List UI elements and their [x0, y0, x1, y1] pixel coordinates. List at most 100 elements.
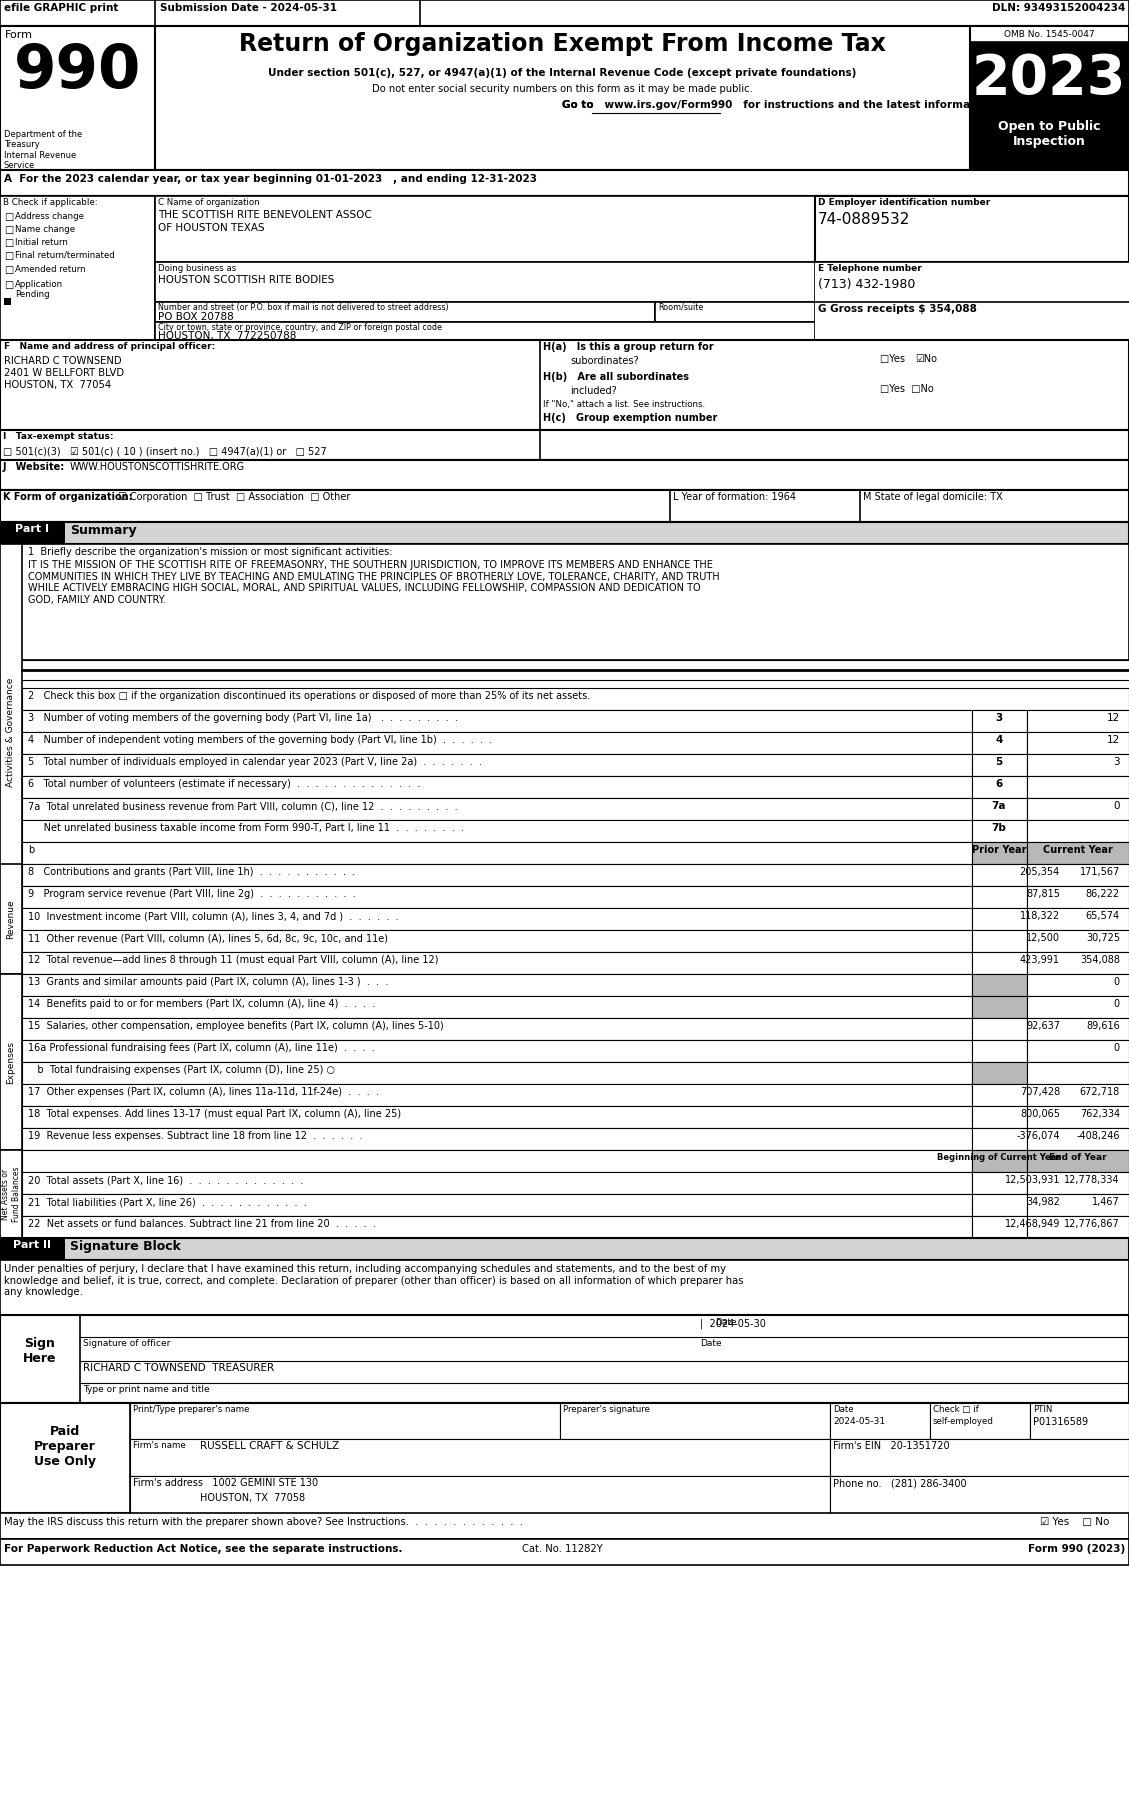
Text: 34,982: 34,982 [1026, 1197, 1060, 1208]
Bar [21, 1019, 972, 1040]
Text: Name change: Name change [15, 226, 76, 235]
Text: Initial return: Initial return [15, 238, 68, 247]
Text: Form: Form [5, 29, 33, 40]
Bar [21, 997, 972, 1019]
Bar [815, 196, 1129, 262]
Text: Under penalties of perjury, I declare that I have examined this return, includin: Under penalties of perjury, I declare th… [5, 1264, 744, 1297]
Bar [0, 196, 155, 340]
Bar [1027, 997, 1129, 1019]
Text: HOUSTON, TX  77058: HOUSTON, TX 77058 [200, 1493, 305, 1502]
Text: Cat. No. 11282Y: Cat. No. 11282Y [522, 1544, 603, 1553]
Bar [830, 1402, 930, 1439]
Bar [21, 842, 972, 864]
Bar [0, 1513, 1129, 1539]
Text: b  Total fundraising expenses (Part IX, column (D), line 25) ○: b Total fundraising expenses (Part IX, c… [28, 1064, 335, 1075]
Text: Current Year: Current Year [1043, 846, 1113, 855]
Text: 0: 0 [1114, 977, 1120, 988]
Bar [0, 429, 1129, 460]
Text: Prior Year: Prior Year [972, 846, 1026, 855]
Bar [21, 1128, 972, 1150]
Text: RUSSELL CRAFT & SCHULZ: RUSSELL CRAFT & SCHULZ [200, 1441, 339, 1452]
Text: 65,574: 65,574 [1086, 911, 1120, 920]
Text: Final return/terminated: Final return/terminated [15, 251, 115, 260]
Text: Expenses: Expenses [7, 1040, 16, 1084]
Bar [130, 1439, 830, 1475]
Text: Department of the
Treasury
Internal Revenue
Service: Department of the Treasury Internal Reve… [5, 129, 82, 171]
Text: 7a: 7a [991, 800, 1006, 811]
Bar [930, 1402, 1030, 1439]
Bar [21, 688, 1129, 709]
Text: Go to: Go to [562, 100, 597, 109]
Text: G Gross receipts $ 354,088: G Gross receipts $ 354,088 [819, 304, 977, 315]
Bar [972, 799, 1027, 820]
Bar [21, 777, 972, 799]
Text: 3: 3 [1113, 757, 1120, 768]
Text: 7a  Total unrelated business revenue from Part VIII, column (C), line 12  .  .  : 7a Total unrelated business revenue from… [28, 800, 457, 811]
Text: HOUSTON, TX  772250788: HOUSTON, TX 772250788 [158, 331, 297, 340]
Text: B Check if applicable:: B Check if applicable: [3, 198, 97, 207]
Text: 30,725: 30,725 [1086, 933, 1120, 942]
Bar [0, 340, 1129, 429]
Bar [0, 196, 1129, 340]
Text: Activities & Governance: Activities & Governance [7, 677, 16, 786]
Text: 21  Total liabilities (Part X, line 26)  .  .  .  .  .  .  .  .  .  .  .  .: 21 Total liabilities (Part X, line 26) .… [28, 1197, 307, 1208]
Bar [155, 302, 655, 322]
Bar [972, 997, 1027, 1019]
Text: -408,246: -408,246 [1076, 1131, 1120, 1141]
Bar [1027, 799, 1129, 820]
Text: 16a Professional fundraising fees (Part IX, column (A), line 11e)  .  .  .  .: 16a Professional fundraising fees (Part … [28, 1042, 375, 1053]
Bar [0, 1150, 21, 1239]
Bar [972, 731, 1027, 755]
Text: Firm's EIN   20-1351720: Firm's EIN 20-1351720 [833, 1441, 949, 1452]
Text: 707,428: 707,428 [1019, 1088, 1060, 1097]
Text: Return of Organization Exempt From Income Tax: Return of Organization Exempt From Incom… [238, 33, 885, 56]
Text: 4: 4 [996, 735, 1003, 746]
Bar [0, 1239, 1129, 1261]
Bar [1027, 731, 1129, 755]
Bar [970, 113, 1129, 169]
Text: self-employed: self-employed [933, 1417, 994, 1426]
Text: Phone no.   (281) 286-3400: Phone no. (281) 286-3400 [833, 1479, 966, 1488]
Bar [21, 755, 972, 777]
Text: -376,074: -376,074 [1016, 1131, 1060, 1141]
Text: 171,567: 171,567 [1079, 868, 1120, 877]
Text: 0: 0 [1114, 999, 1120, 1010]
Bar [1027, 1040, 1129, 1062]
Bar [972, 755, 1027, 777]
Text: Signature Block: Signature Block [70, 1241, 181, 1253]
Bar [21, 1150, 972, 1171]
Text: Print/Type preparer's name: Print/Type preparer's name [133, 1404, 250, 1413]
Text: ☑No: ☑No [914, 355, 937, 364]
Text: □: □ [5, 280, 14, 289]
Text: 354,088: 354,088 [1080, 955, 1120, 966]
Text: Number and street (or P.O. box if mail is not delivered to street address): Number and street (or P.O. box if mail i… [158, 304, 448, 313]
Text: C Name of organization: C Name of organization [158, 198, 260, 207]
Text: P01316589: P01316589 [1033, 1417, 1088, 1426]
Text: 5: 5 [996, 757, 1003, 768]
Bar [21, 1040, 972, 1062]
Text: Room/suite: Room/suite [658, 304, 703, 313]
Bar [155, 262, 815, 302]
Text: WWW.HOUSTONSCOTTISHRITE.ORG: WWW.HOUSTONSCOTTISHRITE.ORG [70, 462, 245, 471]
Text: □ 501(c)(3)   ☑ 501(c) ( 10 ) (insert no.)   □ 4947(a)(1) or   □ 527: □ 501(c)(3) ☑ 501(c) ( 10 ) (insert no.)… [3, 446, 326, 457]
Text: Open to Public
Inspection: Open to Public Inspection [998, 120, 1101, 147]
Bar [21, 1106, 972, 1128]
Text: A  For the 2023 calendar year, or tax year beginning 01-01-2023   , and ending 1: A For the 2023 calendar year, or tax yea… [5, 175, 537, 184]
Text: 20  Total assets (Part X, line 16)  .  .  .  .  .  .  .  .  .  .  .  .  .: 20 Total assets (Part X, line 16) . . . … [28, 1175, 304, 1184]
Text: 0: 0 [1114, 1042, 1120, 1053]
Text: Type or print name and title: Type or print name and title [84, 1384, 210, 1393]
Text: 672,718: 672,718 [1079, 1088, 1120, 1097]
Text: 1,467: 1,467 [1092, 1197, 1120, 1208]
Bar [972, 1040, 1027, 1062]
Bar [1027, 842, 1129, 864]
Bar [972, 820, 1027, 842]
Text: 92,637: 92,637 [1026, 1020, 1060, 1031]
Bar [972, 842, 1027, 864]
Bar [0, 1539, 1129, 1564]
Text: □: □ [5, 213, 14, 222]
Bar [1027, 930, 1129, 951]
Bar [130, 1402, 560, 1439]
Bar [1027, 1019, 1129, 1040]
Text: F   Name and address of principal officer:: F Name and address of principal officer: [5, 342, 216, 351]
Text: 3   Number of voting members of the governing body (Part VI, line 1a)   .  .  . : 3 Number of voting members of the govern… [28, 713, 458, 722]
